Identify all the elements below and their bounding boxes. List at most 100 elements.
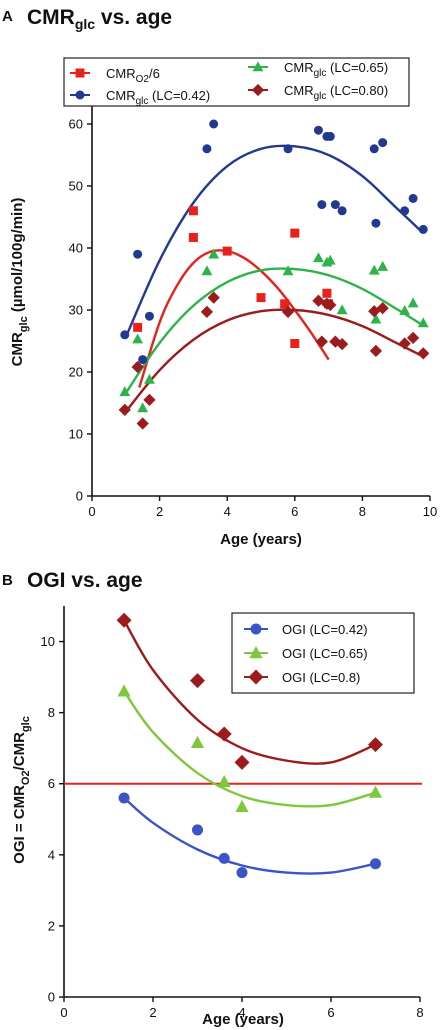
data-point	[378, 138, 388, 148]
data-point	[368, 264, 380, 275]
data-point	[324, 254, 336, 265]
data-point	[322, 288, 332, 298]
x-tick-label: 10	[423, 504, 437, 519]
data-point	[119, 386, 131, 397]
data-point	[368, 737, 383, 753]
panel-a-axes: 0246810010203040506070	[69, 55, 438, 520]
data-point	[407, 297, 419, 308]
data-point	[190, 673, 205, 689]
data-point	[201, 265, 213, 276]
data-point	[222, 246, 232, 256]
data-point	[132, 333, 144, 344]
y-tick-label: 10	[69, 427, 83, 442]
fit-line-series-3	[124, 308, 424, 413]
fit-line-series-1	[124, 144, 425, 338]
data-point	[117, 684, 131, 697]
data-point	[406, 331, 420, 345]
data-point	[208, 248, 220, 259]
data-point	[280, 299, 290, 309]
panel-a-data-points	[118, 119, 430, 430]
panel-b-axes: 0 2 4 6 8 0 2 4 6 8 10	[41, 606, 424, 1020]
data-point	[209, 119, 219, 129]
y-tick-label: 6	[48, 776, 55, 791]
data-point	[138, 355, 148, 365]
x-tick-label: 4	[224, 504, 231, 519]
data-point	[235, 799, 249, 813]
y-tick-label: 10	[41, 634, 55, 649]
legend-marker	[249, 646, 263, 659]
data-point	[218, 852, 230, 864]
panel-a-y-axis-title: CMRglc (µmol/100g/min)	[9, 198, 30, 367]
data-point	[217, 775, 231, 788]
data-point	[283, 144, 293, 154]
x-tick-label: 8	[416, 1005, 423, 1020]
data-point	[234, 754, 250, 770]
panel-a-x-axis-title: Age (years)	[220, 531, 302, 548]
data-point	[399, 304, 411, 315]
data-point	[136, 417, 149, 430]
data-point	[202, 144, 212, 154]
legend-entry: CMRglc (LC=0.80)	[284, 83, 388, 102]
x-tick-label: 6	[291, 504, 298, 519]
data-point	[368, 785, 383, 798]
y-tick-label: 4	[48, 847, 55, 862]
data-point	[190, 735, 205, 749]
data-point	[337, 206, 347, 216]
data-point	[144, 311, 154, 321]
fit-line-series-0	[138, 249, 330, 388]
y-tick-label: 0	[76, 489, 83, 504]
data-point	[398, 337, 411, 350]
fit-line-series-1	[123, 690, 376, 808]
legend-entry: OGI (LC=0.65)	[282, 646, 368, 661]
y-tick-label: 2	[48, 918, 55, 933]
x-tick-label: 2	[156, 504, 163, 519]
y-tick-label: 8	[48, 705, 55, 720]
panel-b-x-axis-title: Age (years)	[202, 1011, 284, 1028]
legend-marker	[250, 623, 262, 635]
data-point	[144, 373, 155, 384]
data-point	[192, 824, 203, 836]
legend-entry: CMRglc (LC=0.42)	[106, 88, 210, 107]
legend-marker	[251, 83, 265, 97]
x-tick-label: 0	[88, 504, 95, 519]
data-point	[188, 206, 198, 216]
y-tick-label: 60	[69, 117, 83, 132]
legend-entry: CMRO2/6	[106, 66, 160, 85]
data-point	[281, 305, 295, 318]
y-tick-label: 30	[69, 303, 83, 318]
data-point	[133, 249, 143, 259]
data-point	[120, 330, 130, 340]
panel-a-letter: A	[2, 8, 13, 25]
data-point	[400, 206, 410, 216]
data-point	[200, 305, 214, 318]
data-point	[336, 304, 348, 315]
data-point	[329, 335, 342, 348]
data-point	[256, 293, 266, 303]
y-tick-label: 40	[69, 241, 83, 256]
legend-entry: OGI (LC=0.42)	[282, 622, 368, 637]
panel-a-legend: CMRO2/6 CMRglc (LC=0.42) CMRglc (LC=0.65) C…	[63, 57, 410, 107]
panel-b: B OGI vs. age OGI = CMRO2/CMRglc Age (ye…	[2, 569, 424, 1028]
panel-b-legend: OGI (LC=0.42) OGI (LC=0.65) OGI (LC=0.8)	[231, 612, 415, 694]
data-point	[143, 393, 156, 407]
data-point	[216, 726, 232, 742]
data-point	[408, 193, 418, 203]
data-point	[116, 612, 132, 628]
data-point	[137, 402, 149, 413]
data-point	[376, 302, 389, 315]
legend-marker	[248, 669, 264, 685]
data-point	[324, 298, 337, 312]
data-point	[313, 125, 323, 135]
legend-entry: OGI (LC=0.8)	[282, 670, 360, 685]
data-point	[290, 228, 300, 238]
data-point	[118, 792, 130, 804]
data-point	[330, 200, 340, 210]
data-point	[371, 218, 381, 228]
panel-b-y-axis-title: OGI = CMRO2/CMRglc	[11, 716, 32, 864]
panel-a: A CMRglc vs. age CMRglc (µmol/100g/min) …	[2, 6, 437, 548]
x-tick-label: 4	[238, 1005, 245, 1020]
data-point	[370, 858, 381, 870]
fit-line-series-2	[124, 267, 424, 394]
panel-a-title: CMRglc vs. age	[27, 6, 172, 32]
data-point	[369, 344, 383, 358]
